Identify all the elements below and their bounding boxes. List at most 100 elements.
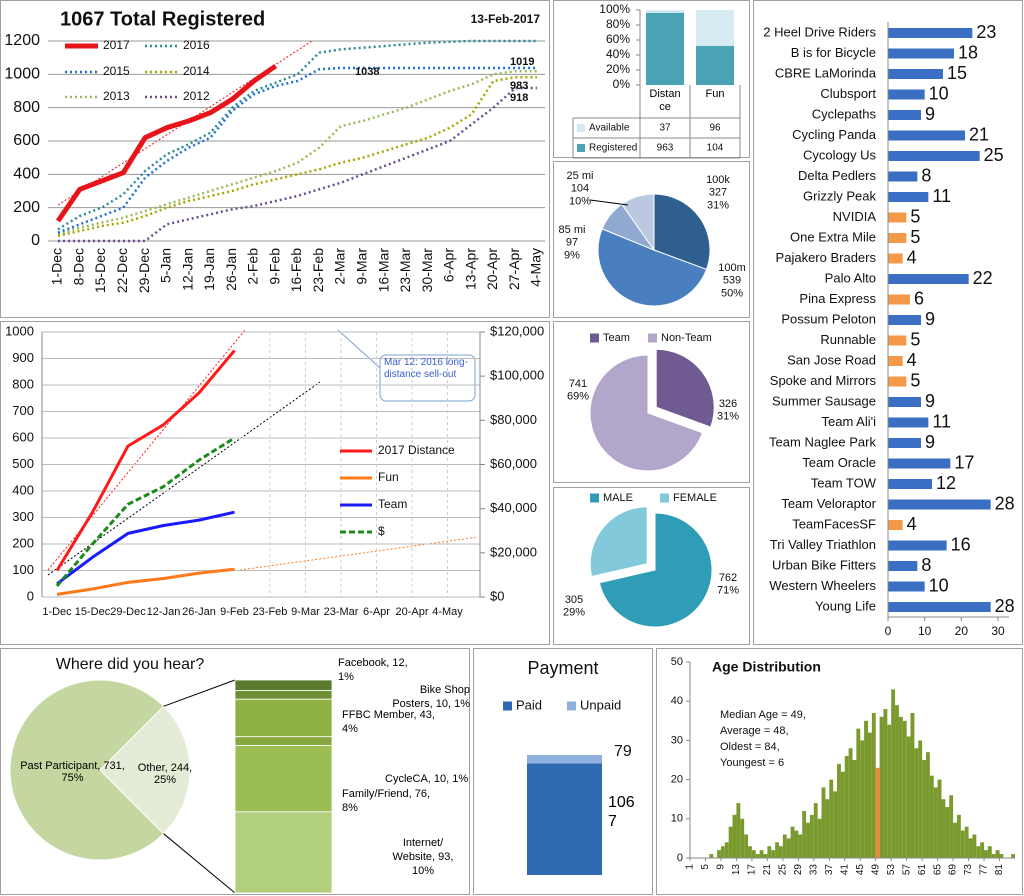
series-line	[56, 567, 235, 596]
annotation-box: Mar 12: 2016 long-distance sell-out	[384, 357, 468, 380]
annotation: Mar 12: 2016 long-distance sell-out	[384, 357, 468, 380]
data-label-box: Bike Shop Posters, 10, 1%	[392, 684, 470, 710]
data-label: 16	[951, 534, 971, 554]
data-label: 6	[914, 288, 924, 308]
y-tick-label: 300	[12, 509, 34, 524]
y-tick-label: Spoke and Mirrors	[770, 373, 877, 388]
legend-swatch	[503, 701, 512, 711]
x-tick-label: 16-Mar	[375, 248, 391, 293]
pie-slice	[598, 512, 713, 628]
histogram-bar	[964, 826, 969, 858]
histogram-bar	[875, 767, 880, 858]
legend-label: 2014	[183, 64, 210, 78]
series-line	[56, 510, 235, 586]
x-tick-label: 1	[685, 864, 696, 870]
histogram-bar	[840, 771, 845, 858]
x-tick-label: 8-Dec	[70, 248, 86, 285]
pie-slice	[9, 679, 165, 861]
table-row-label: Available	[589, 123, 630, 134]
table-cell: 37	[659, 123, 671, 134]
x-tick-label: 5	[700, 864, 711, 870]
data-label: CycleCA, 10, 1%	[385, 773, 469, 785]
bar	[888, 540, 947, 551]
histogram-bar	[786, 838, 791, 858]
data-label: 9	[925, 432, 935, 452]
x-tick-label: 0	[885, 624, 892, 638]
histogram-bar	[740, 818, 745, 858]
chart-title: Age Distribution	[712, 659, 821, 675]
x-tick-label: 77	[979, 864, 990, 876]
y2-tick-label: $20,000	[490, 544, 537, 559]
data-label-box: Past Participant, 731, 75%	[20, 760, 125, 784]
bar	[888, 520, 903, 530]
y-tick-label: 20	[671, 774, 683, 786]
data-label: 762 71%	[717, 572, 739, 597]
histogram-bar	[724, 842, 729, 858]
histogram-bar	[856, 728, 861, 858]
x-tick-label: 23-Feb	[310, 248, 326, 293]
chart-title: 1067 Total Registered	[60, 8, 265, 30]
y-tick-label: Cyclepaths	[812, 106, 877, 121]
legend-label: 2012	[183, 89, 210, 103]
y-tick-label: Team Veloraptor	[781, 496, 876, 511]
x-tick-label: 29-Dec	[110, 606, 146, 618]
data-label-line: 327	[709, 187, 727, 199]
bar	[888, 376, 907, 387]
x-tick-label: 20	[955, 624, 969, 638]
data-label: 305 29%	[563, 594, 585, 619]
histogram-bar	[709, 854, 714, 858]
pie-slice	[655, 348, 715, 428]
y-tick-label: Western Wheelers	[769, 578, 876, 593]
x-tick-label: 73	[963, 864, 974, 876]
histogram-bar	[945, 807, 950, 858]
histogram-bar	[833, 791, 838, 858]
series-line	[57, 39, 537, 231]
histogram-bar	[991, 854, 996, 858]
histogram-bar	[817, 818, 822, 858]
y-tick-label: 100%	[599, 2, 630, 16]
x-tick-label: 45	[855, 864, 866, 876]
data-label-line: 104	[571, 183, 589, 195]
data-label: 4	[907, 247, 917, 267]
legend-swatch	[648, 333, 657, 343]
legend-swatch	[590, 493, 599, 503]
data-label-line: 97	[566, 237, 578, 249]
bar	[888, 253, 903, 264]
histogram-bar	[806, 822, 810, 858]
annotation: Median Age = 49,	[720, 709, 806, 721]
histogram-bar	[972, 834, 977, 858]
x-tick-label: 26-Jan	[223, 248, 239, 291]
x-tick-label: 9-Mar	[353, 248, 369, 285]
x-tick-label: 1-Dec	[49, 248, 65, 285]
legend-label: MALE	[603, 492, 633, 504]
histogram-bar	[798, 834, 803, 858]
y2-tick-label: $80,000	[490, 412, 537, 427]
histogram-bar	[926, 752, 930, 858]
y-tick-label: One Extra Mile	[790, 229, 876, 244]
y-tick-label: NVIDIA	[833, 209, 877, 224]
histogram-bar	[918, 740, 923, 858]
bar-segment	[234, 679, 333, 691]
data-label: 25	[984, 145, 1004, 165]
x-tick-label: 37	[824, 864, 835, 876]
data-label: 100m 539 50%	[718, 262, 746, 299]
histogram-bar	[906, 736, 911, 858]
bar-segment	[234, 811, 333, 894]
histogram-bar	[767, 846, 772, 858]
histogram-bar	[802, 810, 807, 858]
annotation: 918	[510, 92, 528, 104]
histogram-bar	[871, 712, 876, 858]
x-tick-label: 53	[886, 864, 897, 876]
data-label-line: 9%	[564, 249, 580, 261]
histogram-bar	[790, 826, 795, 858]
data-label: FFBC Member, 43, 4%	[342, 709, 435, 735]
data-label: 9	[925, 391, 935, 411]
chart-subtitle: 13-Feb-2017	[471, 12, 541, 26]
y-tick-label: 400	[12, 482, 34, 497]
data-label: 10	[929, 83, 949, 103]
y-tick-label: 200	[12, 535, 34, 550]
x-tick-label: 33	[808, 864, 819, 876]
annotation: Average = 48,	[720, 725, 789, 737]
